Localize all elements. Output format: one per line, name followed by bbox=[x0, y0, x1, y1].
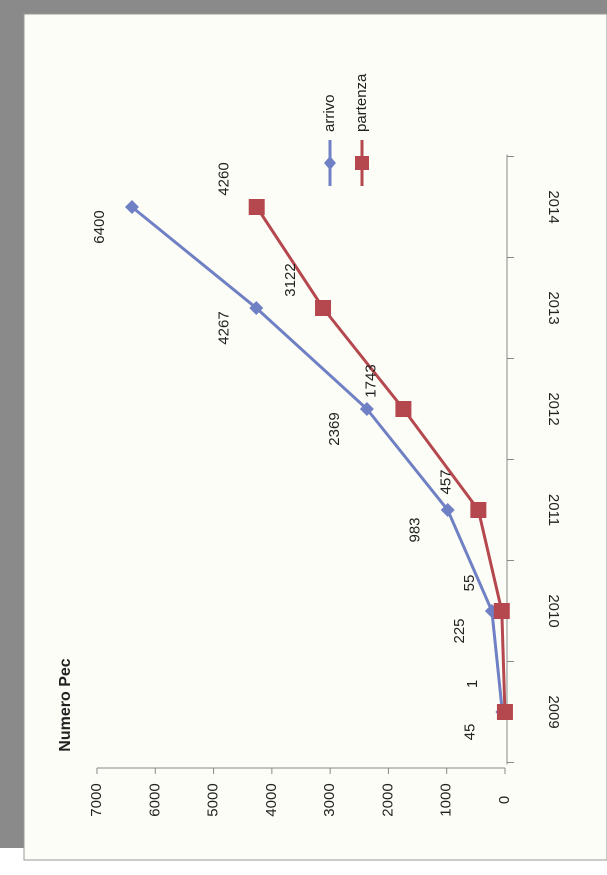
data-label: 1 bbox=[464, 680, 481, 688]
chart-title: Numero Pec bbox=[57, 658, 74, 751]
series-line bbox=[131, 205, 504, 713]
y-tick-label: 3000 bbox=[321, 783, 338, 816]
data-label: 4267 bbox=[215, 311, 232, 344]
data-label: 4260 bbox=[216, 162, 233, 195]
marker bbox=[395, 401, 412, 417]
data-label: 55 bbox=[461, 575, 478, 592]
y-tick-label: 5000 bbox=[205, 783, 222, 816]
x-tick-label: 2009 bbox=[545, 695, 562, 728]
data-label: 6400 bbox=[91, 210, 108, 243]
legend-marker bbox=[324, 156, 336, 170]
series-line bbox=[255, 206, 507, 713]
data-label: 983 bbox=[407, 517, 424, 542]
data-label: 45 bbox=[461, 724, 478, 741]
y-tick-label: 1000 bbox=[438, 783, 455, 816]
y-tick-label: 6000 bbox=[146, 783, 163, 816]
data-label: 3122 bbox=[282, 263, 299, 296]
x-tick-label: 2010 bbox=[545, 594, 562, 627]
frame-left bbox=[0, 0, 24, 848]
marker bbox=[359, 402, 374, 416]
legend-marker bbox=[355, 156, 369, 170]
frame-top bbox=[0, 0, 607, 14]
marker bbox=[496, 704, 513, 720]
marker bbox=[249, 301, 264, 315]
y-tick-label: 0 bbox=[496, 796, 513, 804]
x-tick-label: 2013 bbox=[545, 291, 562, 324]
data-label: 457 bbox=[437, 469, 454, 494]
y-tick-label: 2000 bbox=[379, 783, 396, 816]
marker bbox=[248, 199, 265, 215]
x-tick-label: 2012 bbox=[545, 392, 562, 425]
marker bbox=[493, 603, 510, 619]
legend-label: partenza bbox=[353, 73, 370, 132]
x-tick-label: 2011 bbox=[545, 494, 562, 526]
legend-label: arrivo bbox=[321, 94, 338, 132]
y-tick-label: 7000 bbox=[88, 783, 105, 816]
data-label: 225 bbox=[451, 618, 468, 643]
x-tick-label: 2014 bbox=[545, 190, 562, 223]
paper bbox=[23, 13, 607, 861]
marker bbox=[315, 300, 332, 316]
marker bbox=[470, 502, 487, 518]
marker bbox=[440, 503, 455, 517]
y-tick-label: 4000 bbox=[263, 783, 280, 816]
data-label: 1743 bbox=[362, 364, 379, 397]
data-label: 2369 bbox=[326, 412, 343, 445]
marker bbox=[124, 200, 139, 214]
